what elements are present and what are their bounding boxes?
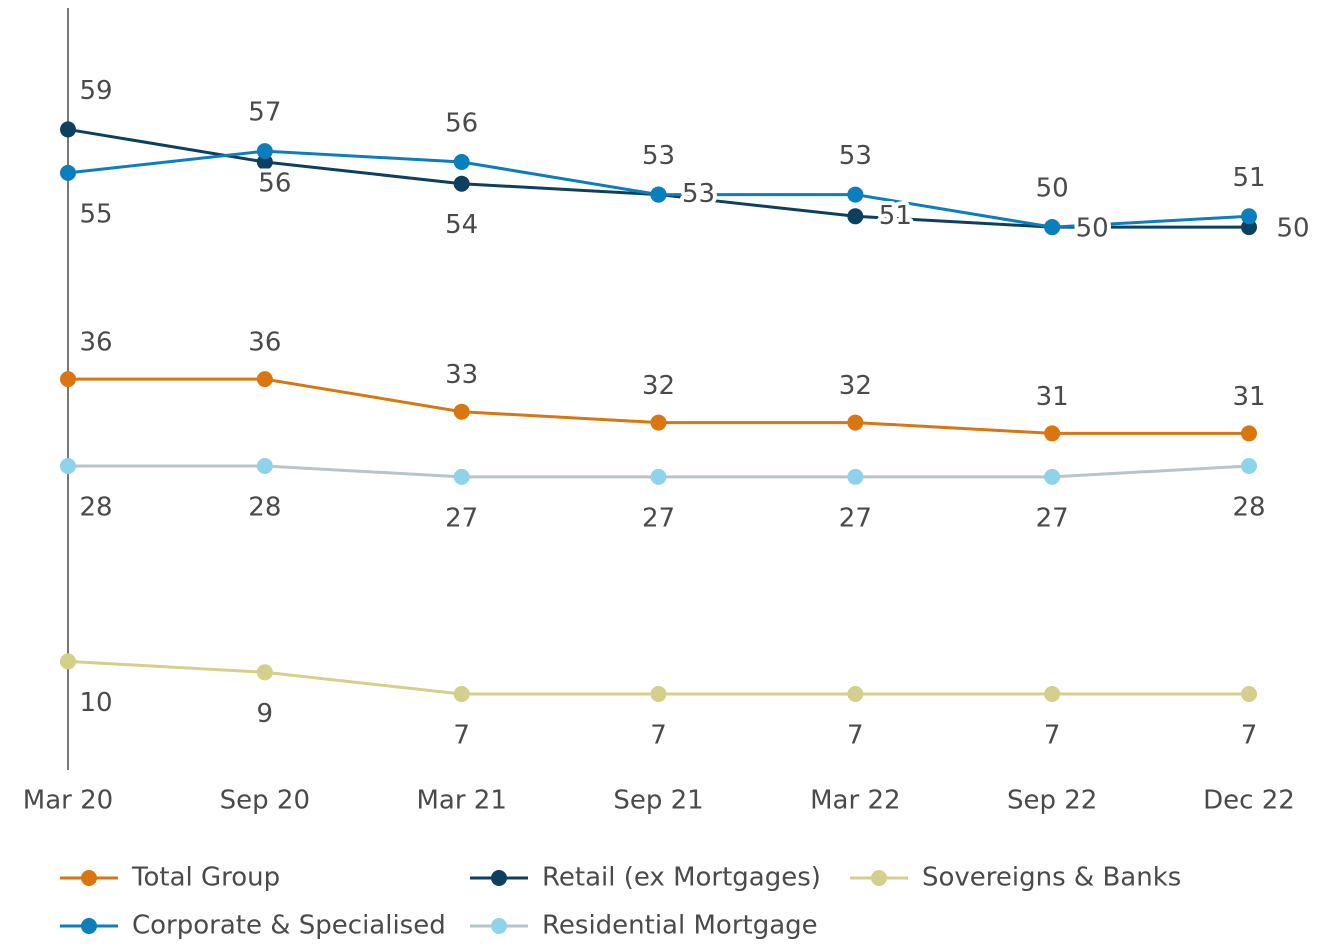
marker [453,468,470,485]
x-tick-label: Sep 20 [220,786,310,816]
data-label: 31 [1232,382,1265,412]
data-label: 56 [258,169,291,199]
data-label: 7 [847,721,864,751]
marker [1241,458,1257,474]
data-label: 53 [642,141,675,171]
legend-marker [81,870,97,886]
marker [1241,208,1257,225]
marker [1044,468,1061,485]
data-label: 28 [79,493,112,523]
marker [1241,425,1257,442]
data-label: 56 [445,109,478,139]
marker [60,371,76,388]
data-label: 27 [642,503,675,533]
markers [60,121,1257,702]
data-label: 31 [1036,382,1069,412]
data-label: 55 [79,199,112,229]
data-label: 50 [1276,214,1309,244]
x-tick-label: Sep 21 [613,786,703,816]
marker [847,686,864,702]
data-label: 28 [1232,493,1265,523]
marker [650,186,667,203]
data-label: 57 [248,98,281,128]
marker [847,186,864,203]
data-label: 53 [682,179,715,209]
legend-label: Sovereigns & Banks [922,863,1181,893]
marker [453,175,470,192]
data-label: 36 [79,328,112,358]
x-tick-label: Sep 22 [1007,786,1097,816]
marker [1044,686,1061,702]
marker [60,164,76,181]
x-tick-label: Mar 21 [416,786,506,816]
marker [60,458,76,474]
marker [650,414,667,431]
data-label: 54 [445,210,478,240]
data-label: 27 [839,503,872,533]
data-label: 10 [79,688,112,718]
marker [256,458,273,474]
data-label: 53 [839,141,872,171]
marker [256,664,273,681]
data-label: 32 [839,371,872,401]
data-label: 7 [1241,721,1258,751]
legend-marker [871,870,887,886]
marker [60,121,76,138]
marker [650,468,667,485]
lines [67,127,1250,696]
legend-marker [491,870,507,886]
marker [453,686,470,702]
x-tick-label: Dec 22 [1203,786,1295,816]
data-label: 7 [1044,721,1061,751]
legend-marker [81,918,97,934]
marker [453,403,470,420]
marker [1241,686,1257,702]
legend-label: Total Group [131,863,280,893]
legend-label: Residential Mortgage [542,911,818,941]
x-tick-label: Mar 22 [810,786,900,816]
marker [650,686,667,702]
data-label: 9 [257,699,274,729]
legend-label: Corporate & Specialised [132,911,446,941]
data-label: 7 [650,721,667,751]
legend-marker [491,918,507,934]
data-label: 32 [642,371,675,401]
data-label: 51 [879,201,912,231]
marker [256,143,273,160]
data-label: 27 [445,503,478,533]
data-label: 59 [79,76,112,106]
marker [847,414,864,431]
x-tick-label: Mar 20 [23,786,113,816]
data-label: 27 [1036,503,1069,533]
data-label: 36 [248,328,281,358]
marker [256,371,273,388]
data-label: 51 [1232,163,1265,193]
data-label: 33 [445,360,478,390]
marker [847,468,864,485]
marker [847,208,864,225]
legend: Total Group Retail (ex Mortgages) Sovereig… [60,863,1181,941]
data-label: 50 [1036,174,1069,204]
marker [1044,425,1061,442]
data-label: 28 [248,493,281,523]
marker [453,154,470,170]
data-label: 7 [453,721,470,751]
data-label: 50 [1076,214,1109,244]
marker [60,653,76,670]
marker [1044,219,1061,236]
legend-label: Retail (ex Mortgages) [542,863,821,893]
